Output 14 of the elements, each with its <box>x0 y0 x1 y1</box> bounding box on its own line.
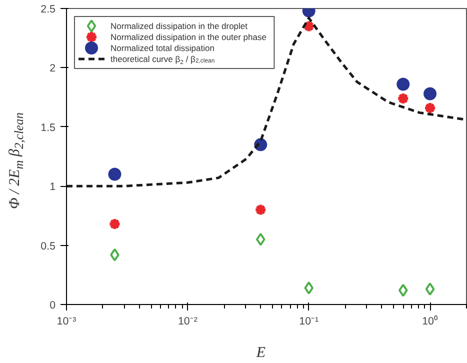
x-axis-title: E <box>255 344 267 363</box>
y-tick-label: 0.5 <box>40 240 56 252</box>
x-tick-label: 10⁻¹ <box>299 316 319 328</box>
y-tick-label: 0 <box>50 300 56 312</box>
legend-label: Normalized dissipation in the outer phase <box>110 32 267 42</box>
y-tick-label: 2 <box>50 62 56 75</box>
x-tick-label: 10⁻² <box>178 316 198 328</box>
legend-label: Normalized total dissipation <box>110 43 215 53</box>
x-tick-label: 10⁰ <box>422 314 438 328</box>
y-tick-label: 2.5 <box>40 4 56 16</box>
y-tick-label: 1 <box>50 181 56 194</box>
y-tick-label: 1.5 <box>40 122 56 134</box>
x-tick-label: 10⁻³ <box>56 316 77 328</box>
legend-label: Normalized dissipation in the droplet <box>110 21 248 31</box>
